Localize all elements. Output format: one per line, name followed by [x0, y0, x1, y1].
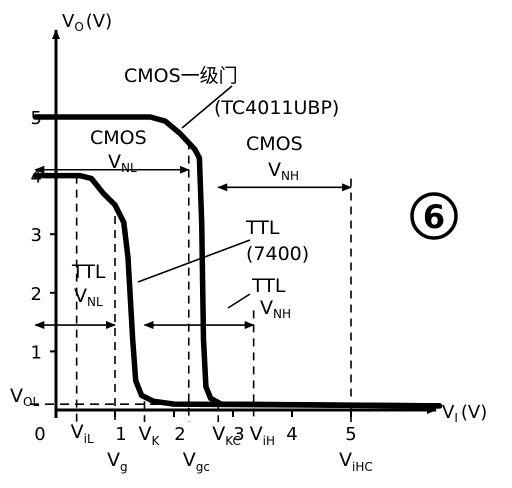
ref-label-iL: ViL — [71, 421, 94, 446]
y-tick-label-2: 3 — [31, 225, 42, 246]
vol-label: VOL — [10, 385, 39, 409]
ttl-series-model: (7400) — [246, 243, 309, 265]
ref-label-iHC: ViHC — [339, 449, 373, 474]
x-tick-label-2: 2 — [174, 424, 185, 445]
x-axis-title: VI (V) — [442, 402, 487, 425]
ref-label-gc: Vgc — [183, 449, 210, 474]
x-tick-label-1: 1 — [115, 424, 126, 445]
series-line-ttl — [32, 172, 443, 409]
ref-label-g: Vg — [107, 449, 128, 474]
ref-label-K: VK — [139, 423, 161, 448]
cmos-vnl-title: CMOS — [90, 127, 147, 149]
x-tick-label-0: 0 — [34, 424, 45, 445]
x-tick-label-4: 4 — [286, 424, 297, 445]
figure-number-badge — [410, 192, 458, 240]
x-tick-group: 0 1 2 3 4 5 — [34, 410, 357, 445]
noise-margin-range-group — [34, 165, 352, 330]
cmos-gate-label: CMOS一级门 — [124, 65, 238, 87]
x-tick-label-5: 5 — [345, 424, 356, 445]
figure-number-text: 6 — [423, 198, 445, 236]
y-axis-title: VO (V) — [62, 11, 112, 34]
y-tick-label-1: 2 — [31, 284, 42, 305]
cmos-vnh-title: CMOS — [246, 133, 303, 155]
ttl-vnl-label: VNL — [74, 285, 103, 309]
cmos-vnl-label: VNL — [108, 151, 137, 175]
ttl-vnh-leader — [227, 293, 251, 309]
series-group — [32, 114, 443, 409]
x-tick-label-3: 3 — [233, 424, 244, 445]
ttl-vnl-title: TTL — [71, 261, 106, 283]
ttl-series-leader — [137, 239, 251, 283]
ref-label-iH: ViH — [250, 423, 275, 448]
ref-label-KC: VKC — [212, 423, 241, 448]
y-tick-label-0: 1 — [31, 342, 42, 363]
ttl-series-label: TTL — [245, 217, 280, 239]
cmos-gate-model: (TC4011UBP) — [214, 97, 339, 119]
ttl-vnh-title: TTL — [251, 275, 286, 297]
series-line-cmos — [32, 114, 443, 409]
ttl-vnh-label: VNH — [260, 297, 291, 321]
cmos-vnh-label: VNH — [268, 159, 299, 183]
cmos-gate-leader — [181, 85, 233, 129]
